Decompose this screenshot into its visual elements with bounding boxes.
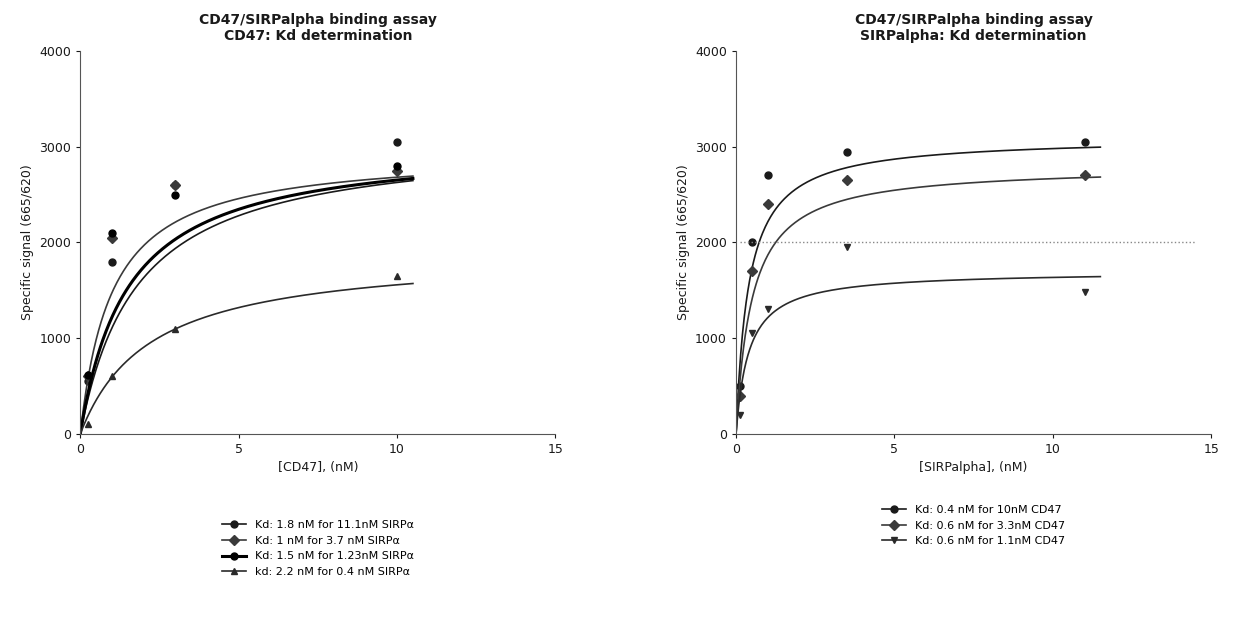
Legend: Kd: 0.4 nM for 10nM CD47, Kd: 0.6 nM for 3.3nM CD47, Kd: 0.6 nM for 1.1nM CD47: Kd: 0.4 nM for 10nM CD47, Kd: 0.6 nM for…	[878, 501, 1070, 551]
X-axis label: [CD47], (nM): [CD47], (nM)	[278, 461, 358, 475]
Y-axis label: Specific signal (665/620): Specific signal (665/620)	[677, 165, 689, 320]
Y-axis label: Specific signal (665/620): Specific signal (665/620)	[21, 165, 33, 320]
Title: CD47/SIRPalpha binding assay
CD47: Kd determination: CD47/SIRPalpha binding assay CD47: Kd de…	[198, 13, 436, 43]
Title: CD47/SIRPalpha binding assay
SIRPalpha: Kd determination: CD47/SIRPalpha binding assay SIRPalpha: …	[854, 13, 1092, 43]
X-axis label: [SIRPalpha], (nM): [SIRPalpha], (nM)	[919, 461, 1028, 475]
Legend: Kd: 1.8 nM for 11.1nM SIRPα, Kd: 1 nM for 3.7 nM SIRPα, Kd: 1.5 nM for 1.23nM SI: Kd: 1.8 nM for 11.1nM SIRPα, Kd: 1 nM fo…	[217, 516, 418, 581]
